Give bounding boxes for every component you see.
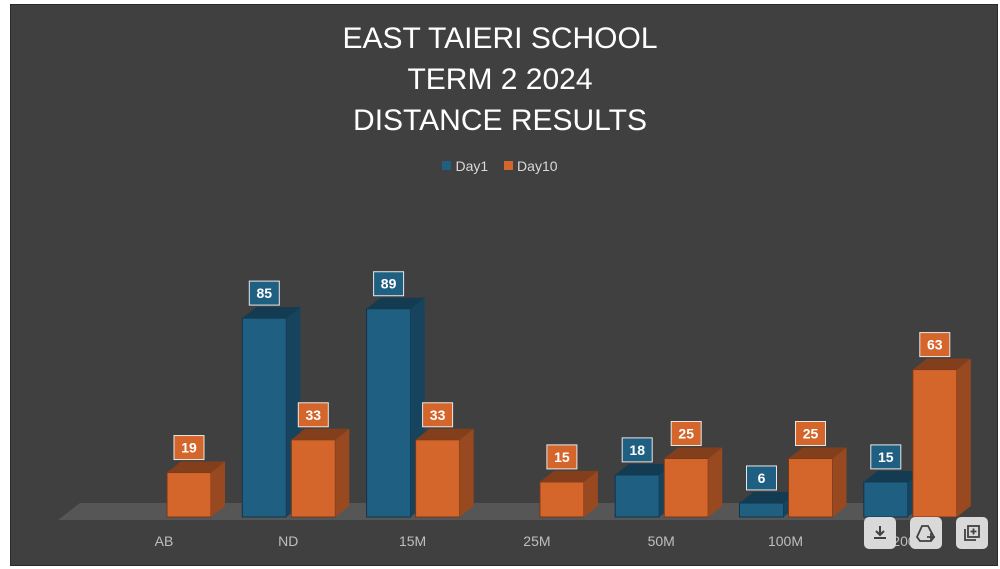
data-label-box: [746, 465, 777, 491]
bar-day10-25m: 15: [539, 444, 598, 518]
title-line-2: TERM 2 2024: [407, 63, 593, 96]
data-label-box: [621, 437, 653, 463]
drive-upload-icon: [915, 525, 936, 542]
bar-top: [615, 463, 674, 475]
bar-front: [788, 458, 833, 518]
bar-front: [290, 439, 336, 518]
bar-day1-200m: 15: [863, 444, 922, 518]
title-line-3: DISTANCE RESULTS: [353, 104, 647, 137]
bar-top: [291, 428, 350, 440]
bar-top: [415, 428, 474, 440]
legend-swatch-day1: [442, 161, 452, 170]
data-label-box: [670, 421, 702, 446]
bar-front: [863, 481, 909, 518]
data-label-box: [248, 280, 280, 306]
x-tick-label: 25M: [523, 533, 550, 549]
legend-item-day1: Day1: [442, 158, 488, 174]
add-to-library-button[interactable]: [956, 517, 988, 549]
bar-front: [912, 369, 958, 518]
bar-front: [539, 481, 585, 518]
bar-day10-ab: 19: [166, 435, 225, 518]
legend-label-day10: Day10: [517, 157, 558, 174]
drive-upload-button[interactable]: [910, 517, 942, 549]
bar-front: [366, 308, 412, 518]
data-label: 18: [629, 442, 645, 458]
bar-side: [335, 428, 350, 517]
x-tick-label: AB: [155, 533, 174, 549]
bar-top: [167, 461, 225, 473]
bar-day10-50m: 25: [663, 421, 723, 518]
bars-group: 19 85 33 89 33 15 18 25 6 25 15 63: [166, 271, 971, 518]
data-label: 25: [803, 426, 819, 442]
bar-front: [241, 317, 287, 518]
data-label-box: [373, 271, 405, 297]
data-label-box: [297, 402, 329, 428]
data-label-box: [422, 402, 454, 428]
data-label-box: [870, 444, 902, 470]
bar-top: [366, 297, 425, 309]
data-label: 33: [430, 407, 446, 423]
data-label-box: [173, 435, 205, 461]
data-label: 19: [181, 440, 197, 456]
bar-side: [583, 470, 598, 517]
bar-top: [739, 491, 798, 503]
x-axis-labels: ABND15M25M50M100M200M: [155, 533, 928, 549]
data-label: 15: [878, 449, 894, 465]
bar-front: [663, 458, 709, 518]
chart-legend: Day1 Day10: [0, 157, 1000, 174]
legend-swatch-day10: [504, 161, 514, 170]
bar-side: [459, 428, 474, 517]
bar-top: [664, 447, 723, 459]
add-to-library-icon: [964, 525, 980, 541]
x-tick-label: ND: [278, 533, 298, 549]
data-label-box: [919, 332, 951, 358]
x-tick-label: 100M: [768, 533, 803, 549]
bar-side: [832, 447, 847, 517]
data-label: 6: [758, 470, 766, 486]
data-label: 85: [257, 285, 273, 301]
bar-top: [788, 447, 847, 459]
data-label-box: [795, 421, 826, 446]
bar-top: [539, 470, 598, 482]
title-line-1: EAST TAIERI SCHOOL: [342, 22, 658, 55]
bar-front: [614, 474, 660, 518]
data-label-box: [546, 444, 578, 470]
data-label: 33: [306, 407, 322, 423]
data-label: 89: [381, 276, 397, 292]
bar-side: [708, 447, 723, 517]
download-button[interactable]: [864, 517, 896, 549]
chart-title: EAST TAIERI SCHOOL TERM 2 2024 DISTANCE …: [0, 18, 1000, 141]
bar-side: [956, 358, 971, 517]
x-tick-label: 50M: [648, 533, 675, 549]
legend-label-day1: Day1: [455, 157, 489, 174]
bar-top: [242, 307, 301, 319]
download-icon: [874, 526, 886, 539]
bar-front: [415, 439, 461, 518]
bar-front: [739, 502, 784, 518]
bar-day1-100m: 6: [739, 465, 798, 518]
data-label: 25: [678, 426, 694, 442]
legend-item-day10: Day10: [504, 157, 558, 174]
x-tick-label: 15M: [399, 533, 426, 549]
data-label: 63: [927, 337, 943, 353]
bar-side: [211, 461, 225, 517]
bar-front: [166, 472, 212, 518]
bar-day10-100m: 25: [788, 421, 847, 518]
data-label: 15: [554, 449, 570, 465]
bar-day10-15m: 33: [415, 402, 474, 518]
bar-top: [912, 358, 971, 370]
bar-day10-nd: 33: [290, 402, 350, 518]
bar-day10-200m: 63: [912, 332, 971, 518]
bar-top: [863, 470, 922, 482]
